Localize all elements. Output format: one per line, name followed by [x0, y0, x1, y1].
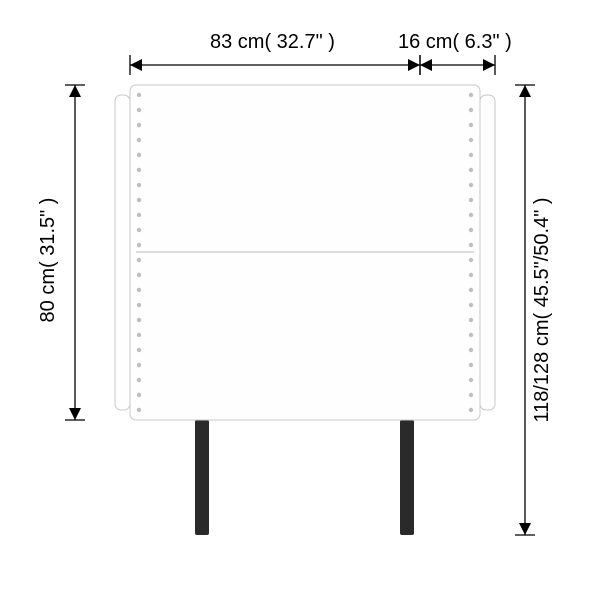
stud [137, 108, 141, 112]
dim-right-height-label: 118/128 cm( 45.5"/50.4" ) [531, 197, 553, 422]
stud [469, 138, 473, 142]
stud [469, 108, 473, 112]
stud [469, 198, 473, 202]
wing-left [115, 95, 130, 410]
stud [137, 303, 141, 307]
stud [137, 393, 141, 397]
stud [469, 228, 473, 232]
stud [469, 348, 473, 352]
stud [137, 183, 141, 187]
stud [137, 318, 141, 322]
stud [137, 258, 141, 262]
stud [137, 288, 141, 292]
stud [469, 408, 473, 412]
stud [469, 288, 473, 292]
dim-left-height-label: 80 cm( 31.5" ) [37, 198, 59, 323]
stud [469, 93, 473, 97]
stud [137, 378, 141, 382]
headboard [115, 85, 495, 535]
stud [469, 273, 473, 277]
stud [137, 243, 141, 247]
wing-right [480, 95, 495, 410]
headboard-leg-1 [400, 420, 414, 535]
stud [137, 153, 141, 157]
stud [469, 213, 473, 217]
stud [137, 333, 141, 337]
stud [137, 138, 141, 142]
stud [137, 123, 141, 127]
dim-right-height: 118/128 cm( 45.5"/50.4" ) [515, 85, 553, 535]
stud [469, 123, 473, 127]
dim-top-depth: 16 cm( 6.3" ) [398, 31, 512, 75]
dim-top-depth-label: 16 cm( 6.3" ) [398, 31, 512, 53]
stud [469, 168, 473, 172]
stud [469, 303, 473, 307]
stud [469, 258, 473, 262]
stud [137, 213, 141, 217]
stud [469, 183, 473, 187]
stud [137, 273, 141, 277]
dim-top-width-label: 83 cm( 32.7" ) [210, 31, 335, 53]
stud [137, 348, 141, 352]
stud [469, 333, 473, 337]
stud [469, 243, 473, 247]
dim-left-height: 80 cm( 31.5" ) [37, 85, 85, 420]
stud [469, 378, 473, 382]
stud [137, 93, 141, 97]
headboard-leg-0 [195, 420, 209, 535]
dim-top-width: 83 cm( 32.7" ) [130, 31, 420, 75]
stud [137, 408, 141, 412]
stud [469, 363, 473, 367]
stud [137, 228, 141, 232]
stud [137, 198, 141, 202]
stud [469, 153, 473, 157]
stud [137, 363, 141, 367]
stud [469, 318, 473, 322]
stud [137, 168, 141, 172]
stud [469, 393, 473, 397]
